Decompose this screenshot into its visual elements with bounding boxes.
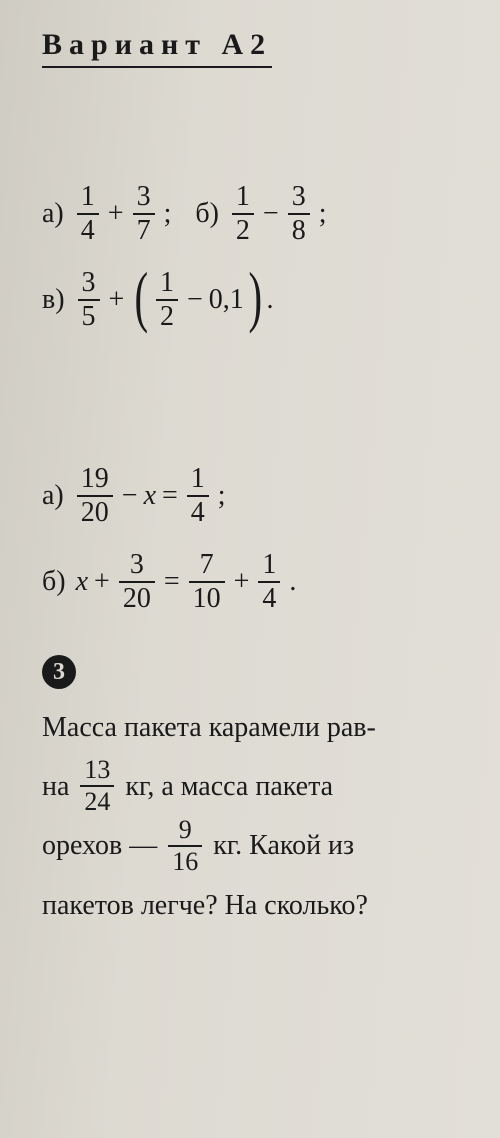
fraction: 1 2: [232, 183, 254, 245]
fraction: 1 4: [187, 465, 209, 527]
semicolon: ;: [218, 480, 226, 512]
denominator: 4: [77, 213, 99, 245]
denominator: 16: [168, 845, 202, 875]
denominator: 7: [133, 213, 155, 245]
variable-x: x: [76, 566, 88, 598]
period: .: [289, 566, 296, 598]
operator-minus: −: [263, 198, 279, 230]
decimal-number: 0,1: [209, 284, 244, 316]
equals: =: [162, 480, 178, 512]
variable-x: x: [144, 480, 156, 512]
operator-minus: −: [122, 480, 138, 512]
numerator: 19: [77, 465, 113, 495]
task3-text: Масса пакета карамели рав- на 13 24 кг, …: [42, 699, 470, 936]
spacer: [42, 355, 470, 465]
task1-line-ab: а) 1 4 + 3 7 ; б) 1 2 − 3 8 ;: [42, 183, 470, 245]
numerator: 3: [126, 551, 148, 581]
denominator: 5: [78, 299, 100, 331]
denominator: 10: [189, 581, 225, 613]
denominator: 4: [258, 581, 280, 613]
period: .: [266, 284, 273, 316]
fraction: 7 10: [189, 551, 225, 613]
fraction: 1 2: [156, 269, 178, 331]
denominator: 24: [80, 785, 114, 815]
text-segment: кг. Какой из: [213, 830, 354, 861]
denominator: 2: [232, 213, 254, 245]
numerator: 3: [288, 183, 310, 213]
task1v-label: в): [42, 284, 65, 316]
task1-line-v: в) 3 5 + ( 1 2 − 0,1 ) .: [42, 269, 470, 331]
numerator: 1: [77, 183, 99, 213]
text-segment: Масса пакета карамели рав-: [42, 712, 376, 743]
task2-line-a: а) 19 20 − x = 1 4 ;: [42, 465, 470, 527]
fraction: 3 7: [133, 183, 155, 245]
operator-plus: +: [94, 566, 110, 598]
task3-badge: 3: [42, 655, 76, 689]
task2b-label: б): [42, 566, 66, 598]
fraction: 3 8: [288, 183, 310, 245]
numerator: 1: [232, 183, 254, 213]
numerator: 3: [133, 183, 155, 213]
variant-heading: Вариант А2: [42, 28, 272, 68]
text-segment: кг, а масса пакета: [125, 771, 333, 802]
text-segment: пакетов легче? На сколько?: [42, 890, 368, 921]
operator-minus: −: [187, 284, 203, 316]
fraction: 1 4: [77, 183, 99, 245]
task1a-label: а): [42, 198, 64, 230]
semicolon: ;: [319, 198, 327, 230]
numerator: 9: [175, 817, 196, 845]
fraction: 19 20: [77, 465, 113, 527]
semicolon: ;: [164, 198, 172, 230]
numerator: 1: [187, 465, 209, 495]
fraction: 9 16: [168, 817, 202, 875]
numerator: 1: [156, 269, 178, 299]
denominator: 20: [119, 581, 155, 613]
fraction: 1 4: [258, 551, 280, 613]
denominator: 4: [187, 495, 209, 527]
numerator: 13: [80, 757, 114, 785]
operator-plus: +: [234, 566, 250, 598]
task1b-label: б): [195, 198, 219, 230]
denominator: 8: [288, 213, 310, 245]
operator-plus: +: [109, 284, 125, 316]
task2-line-b: б) x + 3 20 = 7 10 + 1 4 .: [42, 551, 470, 613]
fraction: 13 24: [80, 757, 114, 815]
denominator: 2: [156, 299, 178, 331]
operator-plus: +: [108, 198, 124, 230]
text-segment: на: [42, 771, 69, 802]
task2a-label: а): [42, 480, 64, 512]
denominator: 20: [77, 495, 113, 527]
page: Вариант А2 а) 1 4 + 3 7 ; б) 1 2 − 3 8 ;…: [0, 0, 500, 1138]
numerator: 1: [258, 551, 280, 581]
equals: =: [164, 566, 180, 598]
numerator: 3: [78, 269, 100, 299]
fraction: 3 5: [78, 269, 100, 331]
numerator: 7: [196, 551, 218, 581]
text-segment: орехов —: [42, 830, 157, 861]
fraction: 3 20: [119, 551, 155, 613]
